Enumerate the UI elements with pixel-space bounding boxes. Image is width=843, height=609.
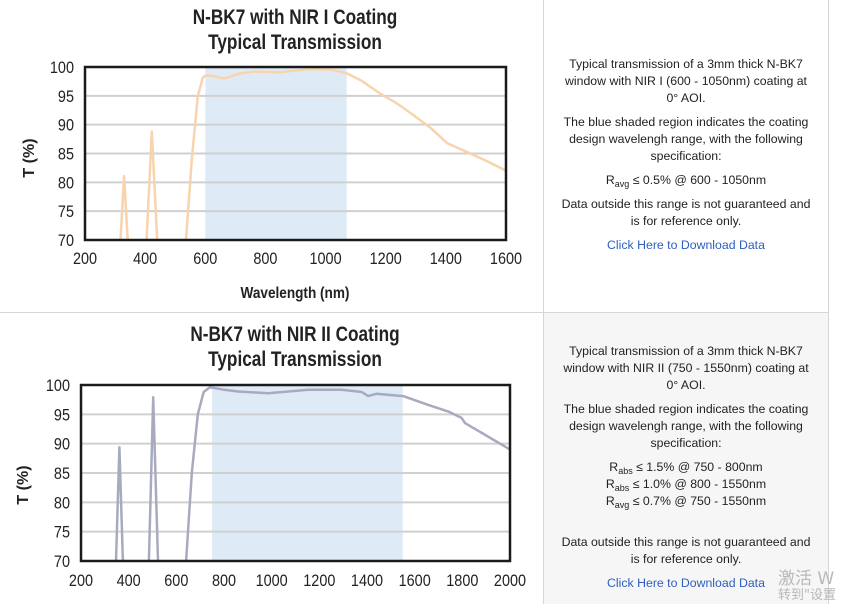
x-tick-label: 600 xyxy=(164,572,188,590)
nir2-info-panel: Typical transmission of a 3mm thick N-BK… xyxy=(543,313,829,604)
transmission-line xyxy=(119,174,129,241)
spec-symbol: R xyxy=(605,173,615,187)
y-tick-label: 100 xyxy=(50,59,74,77)
nir2-spec-line: Rabs ≤ 1.5% @ 750 - 800nm xyxy=(558,459,814,476)
spec-text: ≤ 0.7% @ 750 - 1550nm xyxy=(629,494,767,508)
x-tick-label: 1600 xyxy=(399,572,431,590)
x-tick-label: 800 xyxy=(253,250,277,268)
y-axis-label: T (%) xyxy=(15,465,32,504)
chart-title-line: Typical Transmission xyxy=(208,349,382,372)
nir2-row: N-BK7 with NIR II Coating Typical Transmi… xyxy=(0,313,829,604)
transmission-line xyxy=(184,386,511,562)
nir2-spec-line: Rabs ≤ 1.0% @ 800 - 1550nm xyxy=(558,476,814,493)
x-tick-label: 800 xyxy=(212,572,236,590)
x-tick-label: 400 xyxy=(117,572,141,590)
nir2-download-data-link[interactable]: Click Here to Download Data xyxy=(607,576,765,590)
spec-text: ≤ 0.5% @ 600 - 1050nm xyxy=(629,173,767,187)
x-tick-label: 1200 xyxy=(303,572,335,590)
y-tick-label: 95 xyxy=(54,406,70,424)
y-tick-label: 90 xyxy=(58,117,74,135)
y-tick-label: 100 xyxy=(46,377,70,395)
y-tick-label: 80 xyxy=(54,494,70,512)
nir1-disclaimer: Data outside this range is not guarantee… xyxy=(561,197,811,228)
nir1-description: Typical transmission of a 3mm thick N-BK… xyxy=(565,57,807,105)
y-tick-label: 70 xyxy=(54,553,70,571)
nir2-chart-cell: N-BK7 with NIR II Coating Typical Transmi… xyxy=(0,313,543,604)
x-tick-label: 1000 xyxy=(256,572,288,590)
spec-subscript: avg xyxy=(614,500,630,510)
nir1-spec-line: Ravg ≤ 0.5% @ 600 - 1050nm xyxy=(558,172,814,189)
nir1-shaded-note: The blue shaded region indicates the coa… xyxy=(563,115,809,163)
spec-text: ≤ 1.5% @ 750 - 800nm xyxy=(632,460,763,474)
x-tick-label: 400 xyxy=(133,250,157,268)
y-tick-label: 90 xyxy=(54,436,70,454)
spec-subscript: abs xyxy=(614,483,630,493)
nir2-spec-line: Ravg ≤ 0.7% @ 750 - 1550nm xyxy=(558,493,814,510)
x-tick-label: 1400 xyxy=(351,572,383,590)
y-tick-label: 75 xyxy=(54,524,70,542)
x-axis-label: Wavelength (nm) xyxy=(241,285,350,302)
plot-frame xyxy=(83,65,508,242)
nir1-download-data-link[interactable]: Click Here to Download Data xyxy=(607,238,765,252)
spec-symbol: R xyxy=(605,477,615,491)
spec-text: ≤ 1.0% @ 800 - 1550nm xyxy=(629,477,767,491)
spec-subscript: abs xyxy=(618,466,633,476)
transmission-line xyxy=(114,445,125,562)
x-tick-label: 2000 xyxy=(494,572,526,590)
nir2-disclaimer: Data outside this range is not guarantee… xyxy=(561,535,811,566)
nir2-description: Typical transmission of a 3mm thick N-BK… xyxy=(563,344,809,392)
y-tick-label: 70 xyxy=(58,232,74,250)
nir1-info-panel: Typical transmission of a 3mm thick N-BK… xyxy=(543,0,829,312)
activation-watermark-line2: 转到"设置 xyxy=(778,588,836,603)
x-tick-label: 1600 xyxy=(490,250,522,268)
nir2-shaded-note: The blue shaded region indicates the coa… xyxy=(563,402,809,450)
spec-subscript: avg xyxy=(614,179,630,189)
y-tick-label: 80 xyxy=(58,174,74,192)
spec-symbol: R xyxy=(609,460,619,474)
x-tick-label: 600 xyxy=(193,250,217,268)
x-tick-label: 200 xyxy=(73,250,97,268)
y-tick-label: 85 xyxy=(58,145,74,163)
nir1-row: N-BK7 with NIR I Coating Typical Transmis… xyxy=(0,0,829,313)
x-tick-label: 1000 xyxy=(310,250,342,268)
nir1-chart-cell: N-BK7 with NIR I Coating Typical Transmis… xyxy=(0,0,543,312)
plot-frame xyxy=(79,383,512,563)
y-axis-label: T (%) xyxy=(21,138,38,177)
y-tick-label: 75 xyxy=(58,203,74,221)
x-tick-label: 1200 xyxy=(370,250,402,268)
chart-title-line: Typical Transmission xyxy=(208,32,382,55)
y-tick-label: 85 xyxy=(54,465,70,483)
y-tick-label: 95 xyxy=(58,88,74,106)
chart-title-line: N-BK7 with NIR II Coating xyxy=(190,324,399,347)
transmission-line xyxy=(147,396,160,562)
spec-symbol: R xyxy=(605,494,615,508)
x-tick-label: 200 xyxy=(69,572,93,590)
x-tick-label: 1400 xyxy=(430,250,462,268)
x-tick-label: 1800 xyxy=(446,572,478,590)
transmission-line xyxy=(145,130,159,241)
transmission-line xyxy=(184,67,507,241)
activation-watermark-line1: 激活 W xyxy=(778,569,835,589)
chart-title-line: N-BK7 with NIR I Coating xyxy=(193,7,398,30)
